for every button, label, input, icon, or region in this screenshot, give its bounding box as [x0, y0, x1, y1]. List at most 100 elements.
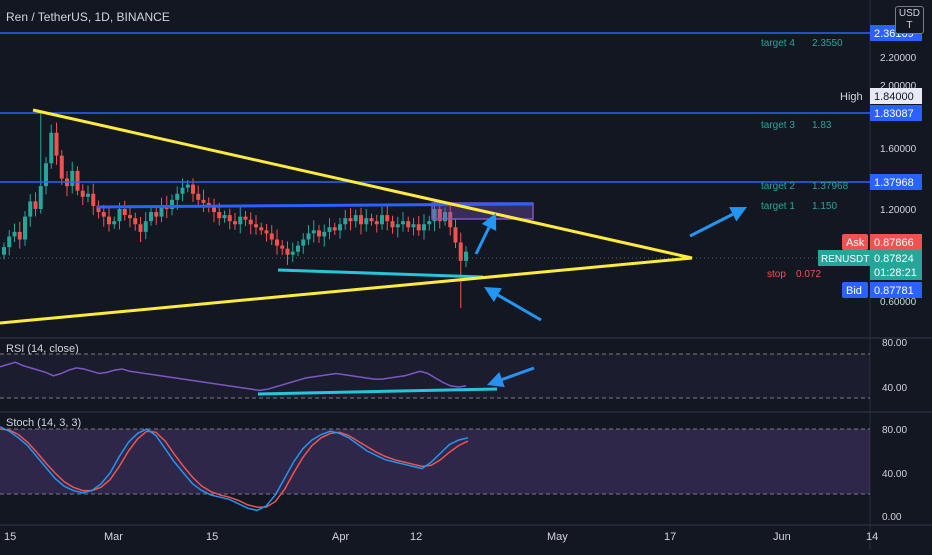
- candle-body: [233, 221, 237, 225]
- time-axis-label: 17: [664, 531, 676, 543]
- price-tag-bg: [870, 282, 922, 298]
- candle-body: [170, 199, 174, 209]
- arrow-shaft: [689, 212, 734, 238]
- price-tag-bg: [870, 234, 922, 250]
- candle-body: [133, 218, 138, 225]
- stoch-band-fill: [0, 429, 870, 494]
- candle-body: [75, 170, 80, 191]
- candle-body: [138, 224, 143, 232]
- price-tag-value: 1.37968: [874, 177, 914, 189]
- price-tick-label: 2.00000: [880, 81, 917, 92]
- candle-body: [343, 218, 348, 225]
- target-label-value: 1.37968: [812, 181, 849, 192]
- candle-body: [390, 221, 395, 228]
- candle-body: [86, 193, 90, 197]
- candle-body: [238, 216, 243, 225]
- price-tag-bg: [870, 88, 922, 104]
- candle-body: [395, 224, 400, 228]
- candle-body: [411, 224, 416, 228]
- candle-body: [217, 212, 222, 219]
- target-label-name: target 2: [761, 181, 795, 192]
- stoch-tick-label: 80.00: [882, 425, 907, 436]
- stoch-d-line: [0, 428, 469, 508]
- candle-body: [28, 201, 33, 217]
- candle-body: [206, 202, 211, 206]
- candle-body: [364, 218, 369, 225]
- candle-body: [332, 227, 337, 231]
- candle-body: [338, 224, 342, 231]
- candle-body: [317, 230, 321, 237]
- last-symbol-bg: [818, 250, 870, 266]
- candle-body: [359, 215, 363, 225]
- candle-body: [322, 231, 327, 237]
- candle-body: [17, 231, 22, 240]
- candle-body: [180, 187, 185, 194]
- price-tick-label: 1.60000: [880, 144, 917, 155]
- last-price-bg: [870, 250, 922, 280]
- rsi-tick-label: 80.00: [882, 338, 907, 349]
- candle-body: [285, 248, 290, 255]
- candle-body: [38, 186, 43, 209]
- candle-body: [101, 212, 106, 217]
- candle-body: [353, 215, 358, 222]
- arrow-up[interactable]: [474, 213, 497, 255]
- lower-trendline[interactable]: [0, 256, 693, 325]
- candle-body: [44, 163, 48, 187]
- price-tag-value: 1.84000: [874, 91, 914, 103]
- candle-body: [301, 239, 306, 246]
- candle-body: [401, 221, 405, 225]
- upper-trendline[interactable]: [32, 108, 693, 260]
- candle-body: [437, 209, 442, 222]
- symbol-title[interactable]: Ren / TetherUS, 1D, BINANCE: [6, 10, 170, 24]
- rsi-title[interactable]: RSI (14, close): [6, 343, 79, 355]
- target-label-name: target 3: [761, 120, 795, 131]
- candle-body: [453, 227, 458, 243]
- stop-label-value: 0.072: [796, 269, 821, 280]
- arrow-head: [729, 207, 747, 222]
- candle-body: [212, 205, 216, 213]
- candle-body: [201, 199, 206, 203]
- price-tick-label: 1.20000: [880, 205, 917, 216]
- candle-body: [175, 193, 180, 200]
- time-axis-label: 15: [206, 531, 218, 543]
- candle-body: [70, 170, 75, 187]
- currency-label-2: T: [906, 20, 913, 31]
- stoch-title[interactable]: Stoch (14, 3, 3): [6, 417, 82, 429]
- candle-body: [311, 230, 316, 234]
- candle-body: [416, 224, 421, 231]
- price-tag-prefix-bg: [842, 282, 868, 298]
- time-axis-label: 14: [866, 531, 878, 543]
- candle-body: [49, 132, 54, 164]
- candle-body: [296, 245, 300, 252]
- rsi-support-line[interactable]: [257, 387, 498, 396]
- arrow-head: [481, 213, 497, 231]
- candle-body: [280, 245, 285, 249]
- arrow-head: [484, 287, 502, 302]
- candle-body: [422, 224, 426, 231]
- target-label-value: 2.3550: [812, 38, 843, 49]
- candle-body: [327, 227, 332, 232]
- candle-body: [248, 219, 253, 225]
- price-tag-bg: [870, 174, 922, 190]
- candle-body: [196, 193, 201, 200]
- arrow-up-right[interactable]: [689, 207, 747, 238]
- price-tag-value: 0.87866: [874, 237, 914, 249]
- target-label-name: target 1: [761, 201, 795, 212]
- candle-body: [275, 239, 279, 246]
- rsi-arrow[interactable]: [487, 366, 535, 388]
- candle-body: [380, 215, 384, 225]
- last-price-countdown: 01:28:21: [874, 267, 917, 279]
- support-line[interactable]: [277, 268, 484, 279]
- target-label-name: target 4: [761, 38, 795, 49]
- time-axis-label: 12: [410, 531, 422, 543]
- currency-selector[interactable]: USD T: [894, 6, 924, 34]
- arrow-down-left[interactable]: [484, 287, 542, 322]
- rsi-line: [0, 361, 467, 392]
- price-tick-label: 2.20000: [880, 53, 917, 64]
- price-candles: [2, 111, 468, 309]
- arrow-shaft: [474, 226, 491, 255]
- candle-body: [464, 251, 468, 261]
- rsi-tick-label: 40.00: [882, 383, 907, 394]
